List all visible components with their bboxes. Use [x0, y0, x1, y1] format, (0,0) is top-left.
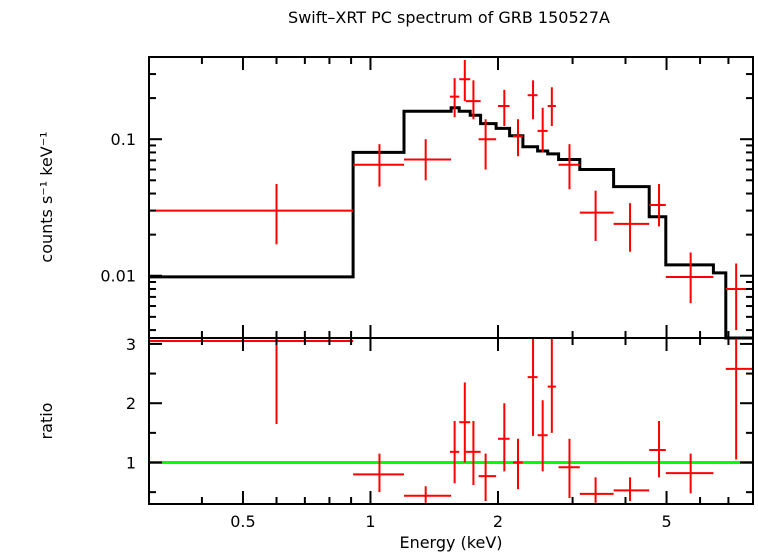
ratio-point-17: [665, 453, 714, 494]
ratio-point-16: [649, 421, 666, 478]
spectrum-point-14: [579, 190, 614, 241]
ratio-point-7: [478, 453, 497, 502]
spectrum-point-17: [665, 252, 714, 304]
spectrum-point-10: [527, 80, 538, 120]
chart-title: Swift–XRT PC spectrum of GRB 150527A: [288, 8, 610, 27]
spectrum-y-axis-label: counts s⁻¹ keV⁻¹: [37, 131, 56, 262]
x-tick-label: 0.5: [230, 512, 255, 531]
x-axis-label: Energy (keV): [399, 533, 502, 552]
model-step-line: [149, 106, 753, 340]
ratio-point-3: [404, 486, 452, 503]
spectrum-point-2: [353, 144, 405, 187]
ratio-y-tick-label: 2: [126, 394, 136, 413]
ratio-point-9: [512, 438, 523, 490]
ratio-point-5: [459, 382, 471, 463]
spectrum-point-5: [459, 60, 471, 102]
ratio-point-6: [465, 421, 481, 486]
x-tick-label: 5: [661, 512, 671, 531]
spectrum-point-4: [449, 78, 460, 118]
spectrum-point-6: [465, 80, 481, 120]
ratio-point-1: [149, 338, 354, 424]
ratio-point-10: [527, 338, 538, 436]
spectrum-point-1: [149, 183, 354, 245]
ratio-point-13: [558, 438, 580, 499]
ratio-panel: 0.5 1 2 5 1 2 3 ratio Energy (keV): [37, 335, 754, 552]
spectrum-point-11: [537, 107, 548, 153]
spectrum-panel: 0.1 0.01 counts s⁻¹ keV⁻¹: [37, 56, 754, 340]
ratio-tick-group: 0.5 1 2 5 1 2 3: [126, 335, 753, 531]
spectrum-data-group: [149, 60, 753, 331]
spectrum-point-9: [512, 119, 523, 157]
ratio-point-8: [497, 403, 510, 472]
spectrum-point-7: [478, 119, 497, 170]
ratio-y-tick-label: 3: [126, 335, 136, 354]
spectrum-plot-frame: [148, 56, 754, 339]
x-tick-label: 2: [493, 512, 503, 531]
ratio-point-12: [547, 338, 556, 433]
ratio-point-15: [613, 477, 650, 502]
spectrum-point-16: [649, 183, 666, 227]
ratio-plot-frame: [148, 337, 754, 505]
ratio-point-11: [537, 400, 548, 472]
spectrum-point-15: [613, 203, 650, 252]
ratio-point-4: [449, 421, 460, 484]
spectrum-y-tick-label: 0.1: [111, 130, 136, 149]
spectrum-point-8: [497, 89, 510, 126]
spectrum-y-tick-label: 0.01: [100, 267, 136, 286]
x-tick-label: 1: [365, 512, 375, 531]
ratio-point-14: [579, 477, 614, 503]
ratio-point-18: [725, 338, 753, 460]
spectrum-point-13: [558, 144, 580, 190]
ratio-point-2: [353, 453, 405, 493]
ratio-y-axis-label: ratio: [37, 403, 56, 440]
spectrum-tick-group: 0.1 0.01: [100, 57, 753, 338]
spectrum-point-12: [547, 87, 556, 126]
model-curve-group: [149, 106, 753, 340]
spectrum-point-3: [404, 139, 452, 181]
ratio-y-tick-label: 1: [126, 454, 136, 473]
ratio-data-group: [149, 338, 753, 503]
